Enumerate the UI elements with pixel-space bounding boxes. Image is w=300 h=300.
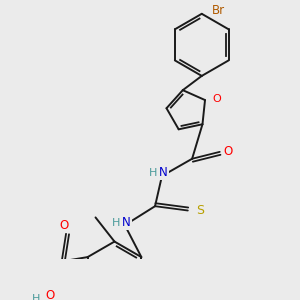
Text: O: O [45,290,54,300]
Text: S: S [196,204,204,217]
Text: O: O [212,94,221,104]
Text: N: N [122,216,131,229]
Text: O: O [60,219,69,232]
Text: N: N [159,166,168,179]
Text: H: H [112,218,120,228]
Text: H: H [32,294,40,300]
Text: H: H [149,168,158,178]
Text: Br: Br [212,4,225,17]
Text: O: O [224,146,233,158]
